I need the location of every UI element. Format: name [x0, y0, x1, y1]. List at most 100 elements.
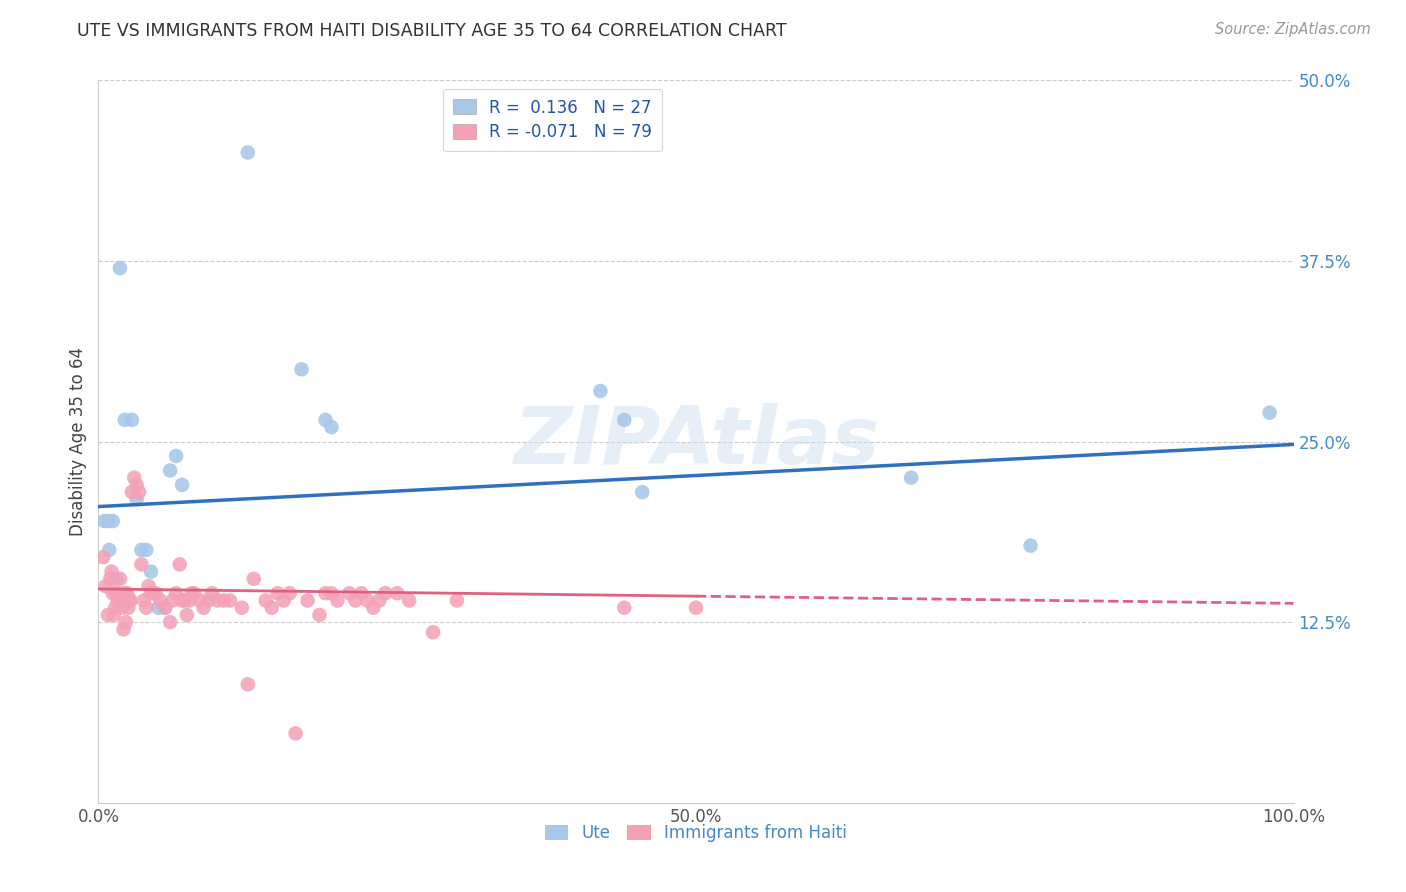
Point — [267, 586, 290, 600]
Point — [145, 586, 167, 600]
Point — [98, 572, 122, 586]
Point — [446, 593, 468, 607]
Point — [374, 586, 396, 600]
Point — [356, 593, 378, 607]
Point — [93, 514, 115, 528]
Point — [197, 593, 219, 607]
Point — [172, 593, 194, 607]
Point — [139, 565, 162, 579]
Point — [91, 550, 114, 565]
Point — [100, 565, 122, 579]
Point — [114, 586, 136, 600]
Point — [363, 600, 385, 615]
Point — [169, 558, 191, 572]
Point — [135, 600, 157, 615]
Point — [105, 586, 128, 600]
Text: ZIPAtlas: ZIPAtlas — [513, 402, 879, 481]
Point — [125, 492, 148, 507]
Point — [385, 586, 409, 600]
Point — [613, 600, 636, 615]
Point — [308, 607, 330, 622]
Point — [172, 478, 194, 492]
Point — [321, 420, 343, 434]
Point — [107, 593, 129, 607]
Point — [236, 145, 259, 160]
Point — [105, 572, 128, 586]
Point — [111, 600, 134, 615]
Point — [108, 261, 131, 276]
Point — [101, 514, 124, 528]
Point — [273, 593, 295, 607]
Point — [97, 514, 120, 528]
Point — [124, 470, 146, 484]
Text: UTE VS IMMIGRANTS FROM HAITI DISABILITY AGE 35 TO 64 CORRELATION CHART: UTE VS IMMIGRANTS FROM HAITI DISABILITY … — [77, 22, 787, 40]
Point — [900, 470, 922, 484]
Point — [128, 485, 150, 500]
Legend: Ute, Immigrants from Haiti: Ute, Immigrants from Haiti — [538, 817, 853, 848]
Point — [1019, 539, 1042, 553]
Point — [315, 413, 337, 427]
Point — [231, 600, 253, 615]
Text: Source: ZipAtlas.com: Source: ZipAtlas.com — [1215, 22, 1371, 37]
Point — [115, 615, 138, 630]
Point — [422, 625, 444, 640]
Point — [112, 623, 135, 637]
Point — [315, 586, 337, 600]
Point — [115, 586, 138, 600]
Point — [139, 586, 162, 600]
Point — [260, 600, 283, 615]
Point — [149, 593, 172, 607]
Point — [193, 600, 215, 615]
Point — [153, 600, 176, 615]
Point — [94, 579, 117, 593]
Point — [236, 677, 259, 691]
Point — [107, 586, 129, 600]
Point — [685, 600, 707, 615]
Point — [114, 413, 136, 427]
Point — [212, 593, 235, 607]
Point — [103, 607, 125, 622]
Point — [104, 600, 127, 615]
Point — [97, 607, 120, 622]
Point — [162, 593, 184, 607]
Point — [131, 558, 153, 572]
Point — [155, 600, 177, 615]
Point — [201, 586, 224, 600]
Point — [142, 586, 165, 600]
Point — [135, 542, 157, 557]
Point — [297, 593, 319, 607]
Point — [344, 593, 367, 607]
Point — [631, 485, 654, 500]
Point — [179, 593, 201, 607]
Point — [159, 615, 181, 630]
Point — [291, 362, 314, 376]
Point — [132, 593, 155, 607]
Point — [278, 586, 301, 600]
Point — [321, 586, 343, 600]
Point — [120, 593, 142, 607]
Point — [1258, 406, 1281, 420]
Point — [138, 579, 160, 593]
Point — [101, 586, 124, 600]
Y-axis label: Disability Age 35 to 64: Disability Age 35 to 64 — [69, 347, 87, 536]
Point — [339, 586, 361, 600]
Point — [180, 586, 202, 600]
Point — [110, 593, 132, 607]
Point — [108, 572, 131, 586]
Point — [207, 593, 229, 607]
Point — [613, 413, 636, 427]
Point — [148, 600, 170, 615]
Point — [121, 413, 143, 427]
Point — [243, 572, 266, 586]
Point — [121, 485, 143, 500]
Point — [188, 593, 211, 607]
Point — [125, 478, 148, 492]
Point — [219, 593, 242, 607]
Point — [284, 726, 307, 740]
Point — [165, 449, 187, 463]
Point — [176, 607, 198, 622]
Point — [165, 586, 187, 600]
Point — [183, 586, 205, 600]
Point — [98, 542, 121, 557]
Point — [254, 593, 277, 607]
